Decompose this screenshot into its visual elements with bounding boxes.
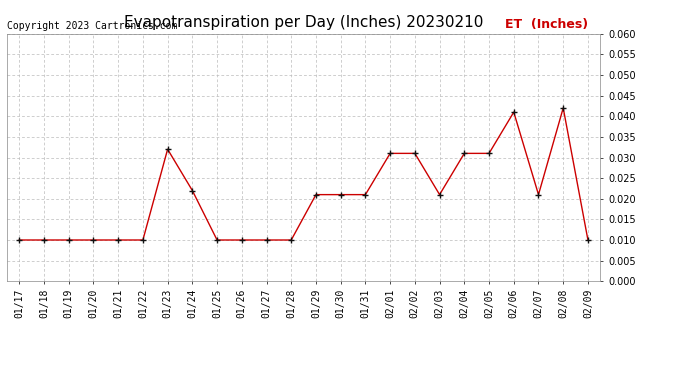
ET  (Inches) [559, 106, 567, 110]
ET  (Inches) [337, 192, 345, 197]
ET  (Inches) [460, 151, 469, 156]
ET  (Inches) [287, 238, 295, 242]
ET  (Inches) [164, 147, 172, 152]
Title: Evapotranspiration per Day (Inches) 20230210: Evapotranspiration per Day (Inches) 2023… [124, 15, 483, 30]
ET  (Inches) [139, 238, 147, 242]
ET  (Inches) [114, 238, 122, 242]
ET  (Inches) [510, 110, 518, 114]
ET  (Inches) [411, 151, 419, 156]
ET  (Inches) [485, 151, 493, 156]
Text: Copyright 2023 Cartronics.com: Copyright 2023 Cartronics.com [7, 21, 177, 31]
ET  (Inches) [262, 238, 270, 242]
ET  (Inches) [584, 238, 592, 242]
ET  (Inches) [237, 238, 246, 242]
ET  (Inches) [435, 192, 444, 197]
ET  (Inches) [188, 188, 197, 193]
ET  (Inches) [65, 238, 73, 242]
ET  (Inches) [312, 192, 320, 197]
ET  (Inches) [362, 192, 370, 197]
Text: ET  (Inches): ET (Inches) [505, 18, 589, 31]
ET  (Inches) [534, 192, 542, 197]
Line: ET  (Inches): ET (Inches) [16, 105, 591, 243]
ET  (Inches) [386, 151, 394, 156]
ET  (Inches) [213, 238, 221, 242]
ET  (Inches) [89, 238, 97, 242]
ET  (Inches) [40, 238, 48, 242]
ET  (Inches) [15, 238, 23, 242]
